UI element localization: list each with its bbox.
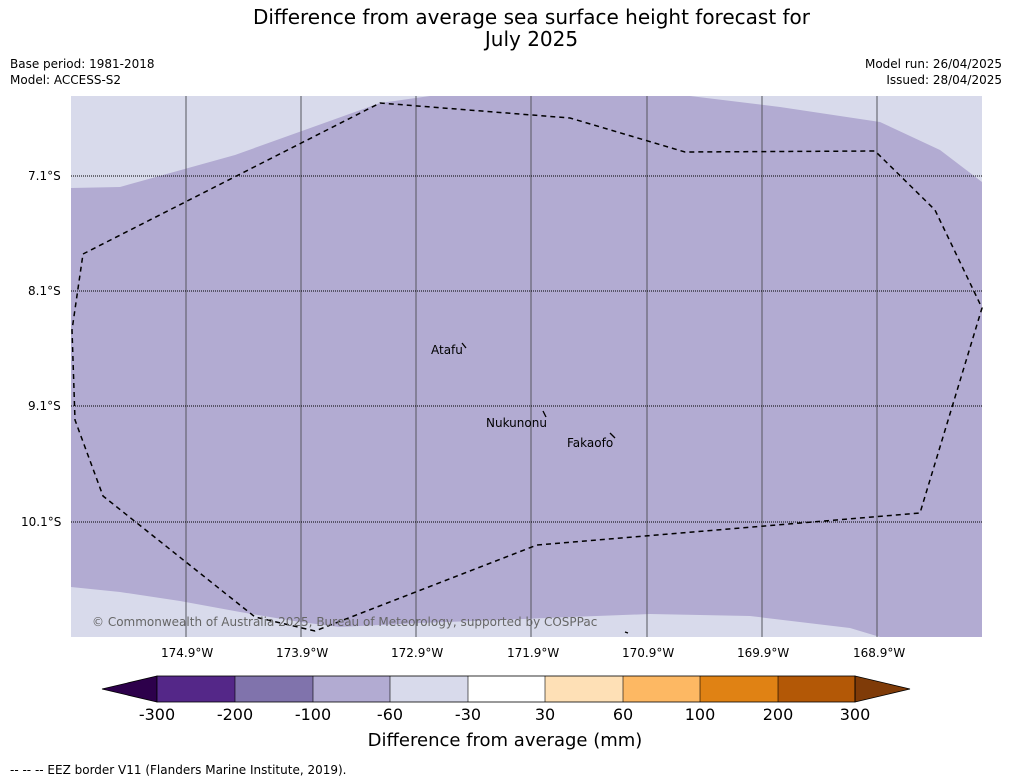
- colorbar-title: Difference from average (mm): [270, 730, 740, 751]
- colorbar-bin: [778, 676, 855, 702]
- colorbar-tick: -200: [205, 705, 265, 724]
- colorbar-tick: 300: [825, 705, 885, 724]
- place-fakaofo: Fakaofo: [567, 436, 613, 450]
- colorbar-bin: [235, 676, 313, 702]
- colorbar-bin: [157, 676, 235, 702]
- lat-label: 8.1°S: [28, 284, 61, 298]
- colorbar: [102, 676, 910, 702]
- colorbar-tick: 30: [515, 705, 575, 724]
- lon-label: 174.9°W: [161, 646, 213, 660]
- colorbar-extend-high: [855, 676, 910, 702]
- lon-label: 173.9°W: [276, 646, 328, 660]
- place-nukunonu: Nukunonu: [486, 416, 547, 430]
- footer-note: -- -- -- EEZ border V11 (Flanders Marine…: [10, 763, 347, 777]
- lat-label: 7.1°S: [28, 169, 61, 183]
- colorbar-tick: -30: [438, 705, 498, 724]
- colorbar-bin: [468, 676, 545, 702]
- map-anomaly-field: [71, 96, 982, 637]
- colorbar-bin: [700, 676, 778, 702]
- colorbar-extend-low: [102, 676, 157, 702]
- lon-label: 170.9°W: [622, 646, 674, 660]
- colorbar-tick: 200: [748, 705, 808, 724]
- lon-label: 171.9°W: [507, 646, 559, 660]
- lat-label: 9.1°S: [28, 399, 61, 413]
- colorbar-tick: 100: [670, 705, 730, 724]
- colorbar-tick: -60: [360, 705, 420, 724]
- colorbar-tick: -300: [127, 705, 187, 724]
- lat-label: 10.1°S: [21, 515, 61, 529]
- colorbar-bin: [313, 676, 390, 702]
- colorbar-bin: [545, 676, 623, 702]
- colorbar-tick: -100: [283, 705, 343, 724]
- colorbar-bin: [390, 676, 468, 702]
- colorbar-bin: [623, 676, 700, 702]
- lon-label: 168.9°W: [853, 646, 905, 660]
- colorbar-tick: 60: [593, 705, 653, 724]
- place-atafu: Atafu: [431, 343, 463, 357]
- lon-label: 169.9°W: [737, 646, 789, 660]
- copyright-notice: © Commonwealth of Australia 2025, Bureau…: [92, 615, 597, 629]
- lon-label: 172.9°W: [391, 646, 443, 660]
